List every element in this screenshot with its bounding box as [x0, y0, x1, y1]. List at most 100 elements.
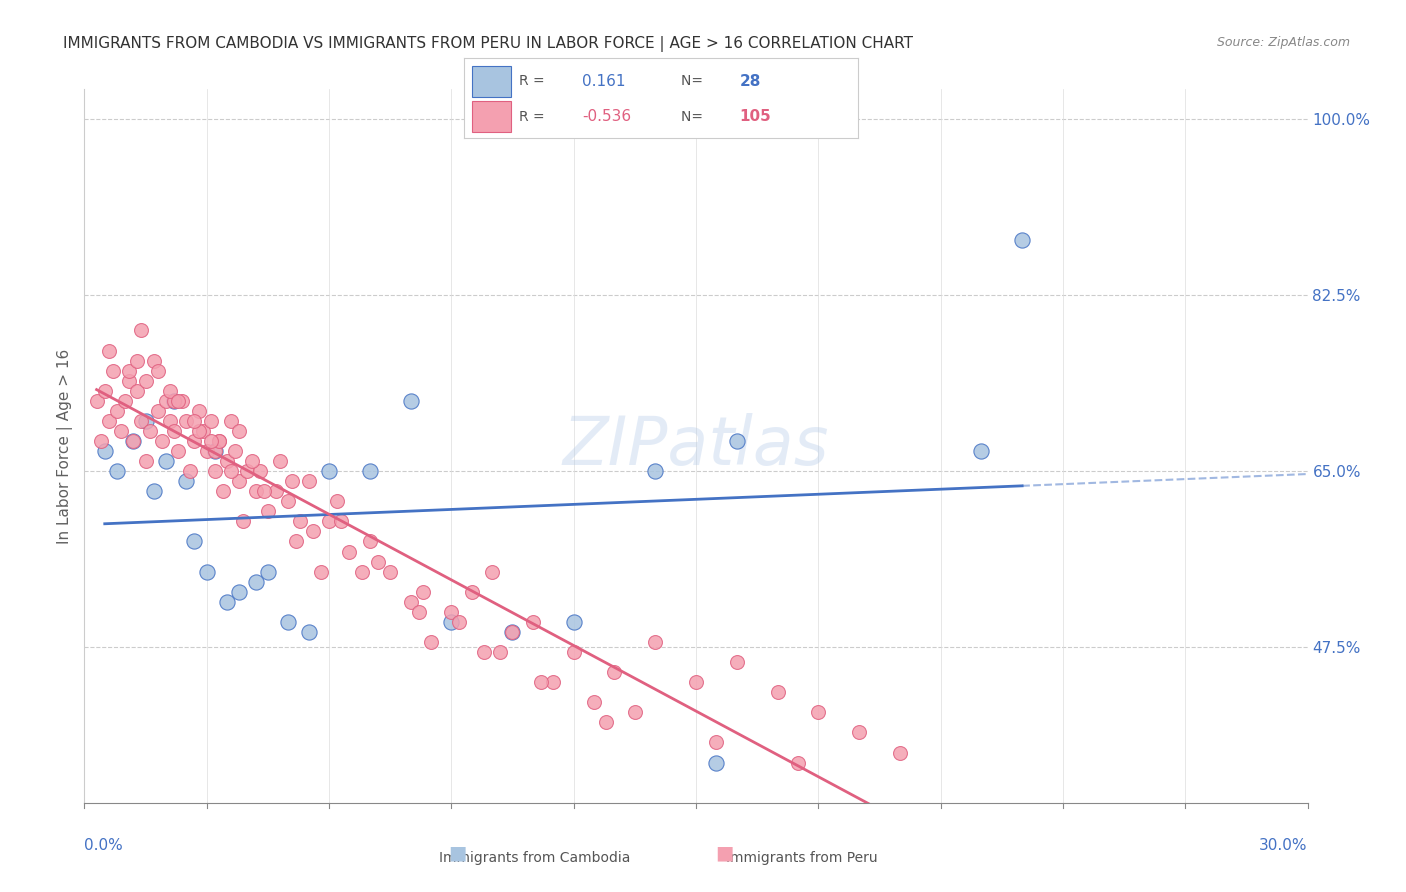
- Point: [90, 434, 112, 448]
- Point: [110, 424, 132, 438]
- Point: [93, 384, 117, 398]
- Point: [217, 454, 239, 468]
- Point: [167, 444, 190, 458]
- Point: [174, 414, 197, 428]
- Point: [114, 393, 136, 408]
- Text: -0.536: -0.536: [582, 109, 631, 124]
- Point: [105, 464, 128, 478]
- Point: [127, 384, 149, 398]
- Text: IMMIGRANTS FROM CAMBODIA VS IMMIGRANTS FROM PERU IN LABOR FORCE | AGE > 16 CORRE: IMMIGRANTS FROM CAMBODIA VS IMMIGRANTS F…: [63, 36, 914, 52]
- Point: [245, 484, 267, 499]
- Point: [135, 454, 157, 468]
- Point: [204, 444, 226, 458]
- Point: [122, 434, 145, 448]
- Text: 0.0%: 0.0%: [84, 838, 124, 853]
- Point: [86, 393, 108, 408]
- Point: [146, 404, 169, 418]
- Point: [889, 746, 911, 760]
- Point: [440, 605, 463, 619]
- Text: N=: N=: [681, 74, 707, 88]
- Point: [644, 635, 666, 649]
- Point: [562, 615, 585, 629]
- Text: 105: 105: [740, 109, 772, 124]
- Point: [219, 464, 242, 478]
- Point: [146, 363, 169, 377]
- Point: [122, 434, 145, 448]
- Point: [440, 615, 463, 629]
- Point: [807, 706, 830, 720]
- Point: [1011, 233, 1033, 247]
- Point: [97, 414, 120, 428]
- Point: [461, 584, 484, 599]
- Point: [142, 353, 165, 368]
- Point: [290, 515, 312, 529]
- Point: [543, 675, 565, 690]
- Bar: [472, 102, 512, 132]
- Point: [359, 464, 381, 478]
- Point: [367, 555, 389, 569]
- Point: [472, 645, 495, 659]
- Point: [228, 584, 250, 599]
- Point: [481, 565, 503, 579]
- Point: [159, 414, 181, 428]
- Point: [725, 655, 748, 669]
- Point: [583, 695, 606, 709]
- Text: ■: ■: [447, 844, 467, 863]
- Point: [200, 434, 222, 448]
- Point: [264, 484, 287, 499]
- Point: [970, 444, 993, 458]
- Point: [399, 595, 422, 609]
- Point: [228, 424, 250, 438]
- Point: [706, 735, 728, 749]
- Point: [326, 494, 349, 508]
- Point: [212, 484, 235, 499]
- Point: [530, 675, 553, 690]
- Point: [603, 665, 626, 680]
- Point: [595, 715, 617, 730]
- Point: [183, 414, 205, 428]
- Point: [502, 624, 524, 639]
- Text: 30.0%: 30.0%: [1260, 838, 1308, 853]
- Point: [118, 363, 141, 377]
- Point: [318, 464, 340, 478]
- Point: [101, 363, 124, 377]
- Point: [163, 393, 186, 408]
- Text: Immigrants from Cambodia: Immigrants from Cambodia: [439, 851, 630, 865]
- Point: [191, 424, 214, 438]
- Point: [257, 504, 280, 518]
- Point: [249, 464, 271, 478]
- Text: Immigrants from Peru: Immigrants from Peru: [725, 851, 877, 865]
- Point: [105, 404, 128, 418]
- Point: [502, 624, 524, 639]
- Point: [93, 444, 117, 458]
- Point: [380, 565, 402, 579]
- Text: Source: ZipAtlas.com: Source: ZipAtlas.com: [1216, 36, 1350, 49]
- Point: [236, 464, 259, 478]
- Point: [848, 725, 870, 739]
- Point: [208, 434, 231, 448]
- Point: [187, 424, 209, 438]
- Point: [277, 615, 299, 629]
- Point: [183, 534, 205, 549]
- Point: [97, 343, 120, 358]
- Point: [522, 615, 544, 629]
- Text: R =: R =: [519, 74, 550, 88]
- Point: [301, 524, 323, 539]
- Point: [685, 675, 707, 690]
- Point: [285, 534, 308, 549]
- Point: [253, 484, 276, 499]
- Point: [219, 414, 242, 428]
- Point: [350, 565, 373, 579]
- Point: [118, 374, 141, 388]
- Point: [167, 393, 190, 408]
- Point: [195, 565, 218, 579]
- Point: [420, 635, 443, 649]
- Point: [787, 756, 810, 770]
- Point: [138, 424, 160, 438]
- Point: [172, 393, 194, 408]
- Text: 0.161: 0.161: [582, 74, 626, 89]
- Point: [706, 756, 728, 770]
- Point: [204, 444, 226, 458]
- Point: [142, 484, 165, 499]
- Point: [224, 444, 246, 458]
